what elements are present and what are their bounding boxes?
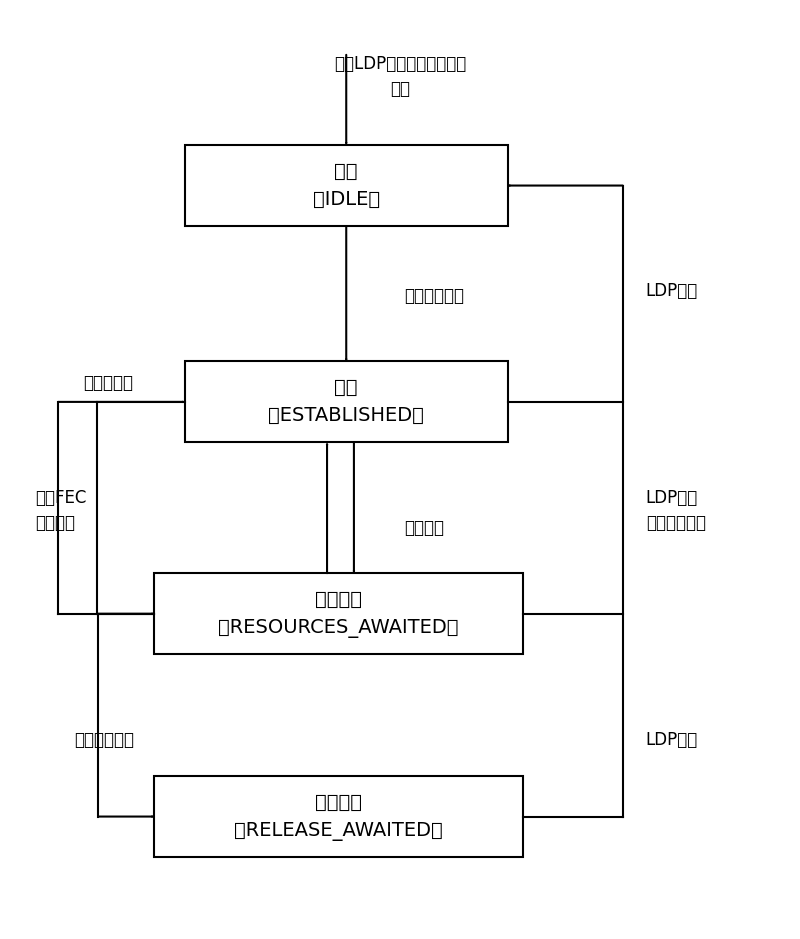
Text: 内部下游映射: 内部下游映射 xyxy=(404,286,464,304)
Text: 当向LDP对端发送标签时，
建立: 当向LDP对端发送标签时， 建立 xyxy=(334,54,466,98)
Text: 删除FEC
内部回收: 删除FEC 内部回收 xyxy=(35,488,86,531)
Text: 内部下游回收: 内部下游回收 xyxy=(74,731,134,749)
Text: LDP释放: LDP释放 xyxy=(646,282,698,300)
Text: 等待资源
（RESOURCES_AWAITED）: 等待资源 （RESOURCES_AWAITED） xyxy=(218,590,459,638)
Text: 空闲
（IDLE）: 空闲 （IDLE） xyxy=(313,162,380,209)
Bar xyxy=(154,573,523,654)
Text: 资源可用: 资源可用 xyxy=(404,519,444,537)
Text: 建立
（ESTABLISHED）: 建立 （ESTABLISHED） xyxy=(268,378,424,425)
Text: 等待释放
（RELEASE_AWAITED）: 等待释放 （RELEASE_AWAITED） xyxy=(234,793,443,840)
Text: 无标签资源: 无标签资源 xyxy=(83,374,133,392)
Bar xyxy=(185,362,507,442)
Bar xyxy=(185,145,507,226)
Text: LDP释放
内部下游回收: LDP释放 内部下游回收 xyxy=(646,488,706,531)
Bar xyxy=(154,776,523,857)
Text: LDP释放: LDP释放 xyxy=(646,731,698,749)
